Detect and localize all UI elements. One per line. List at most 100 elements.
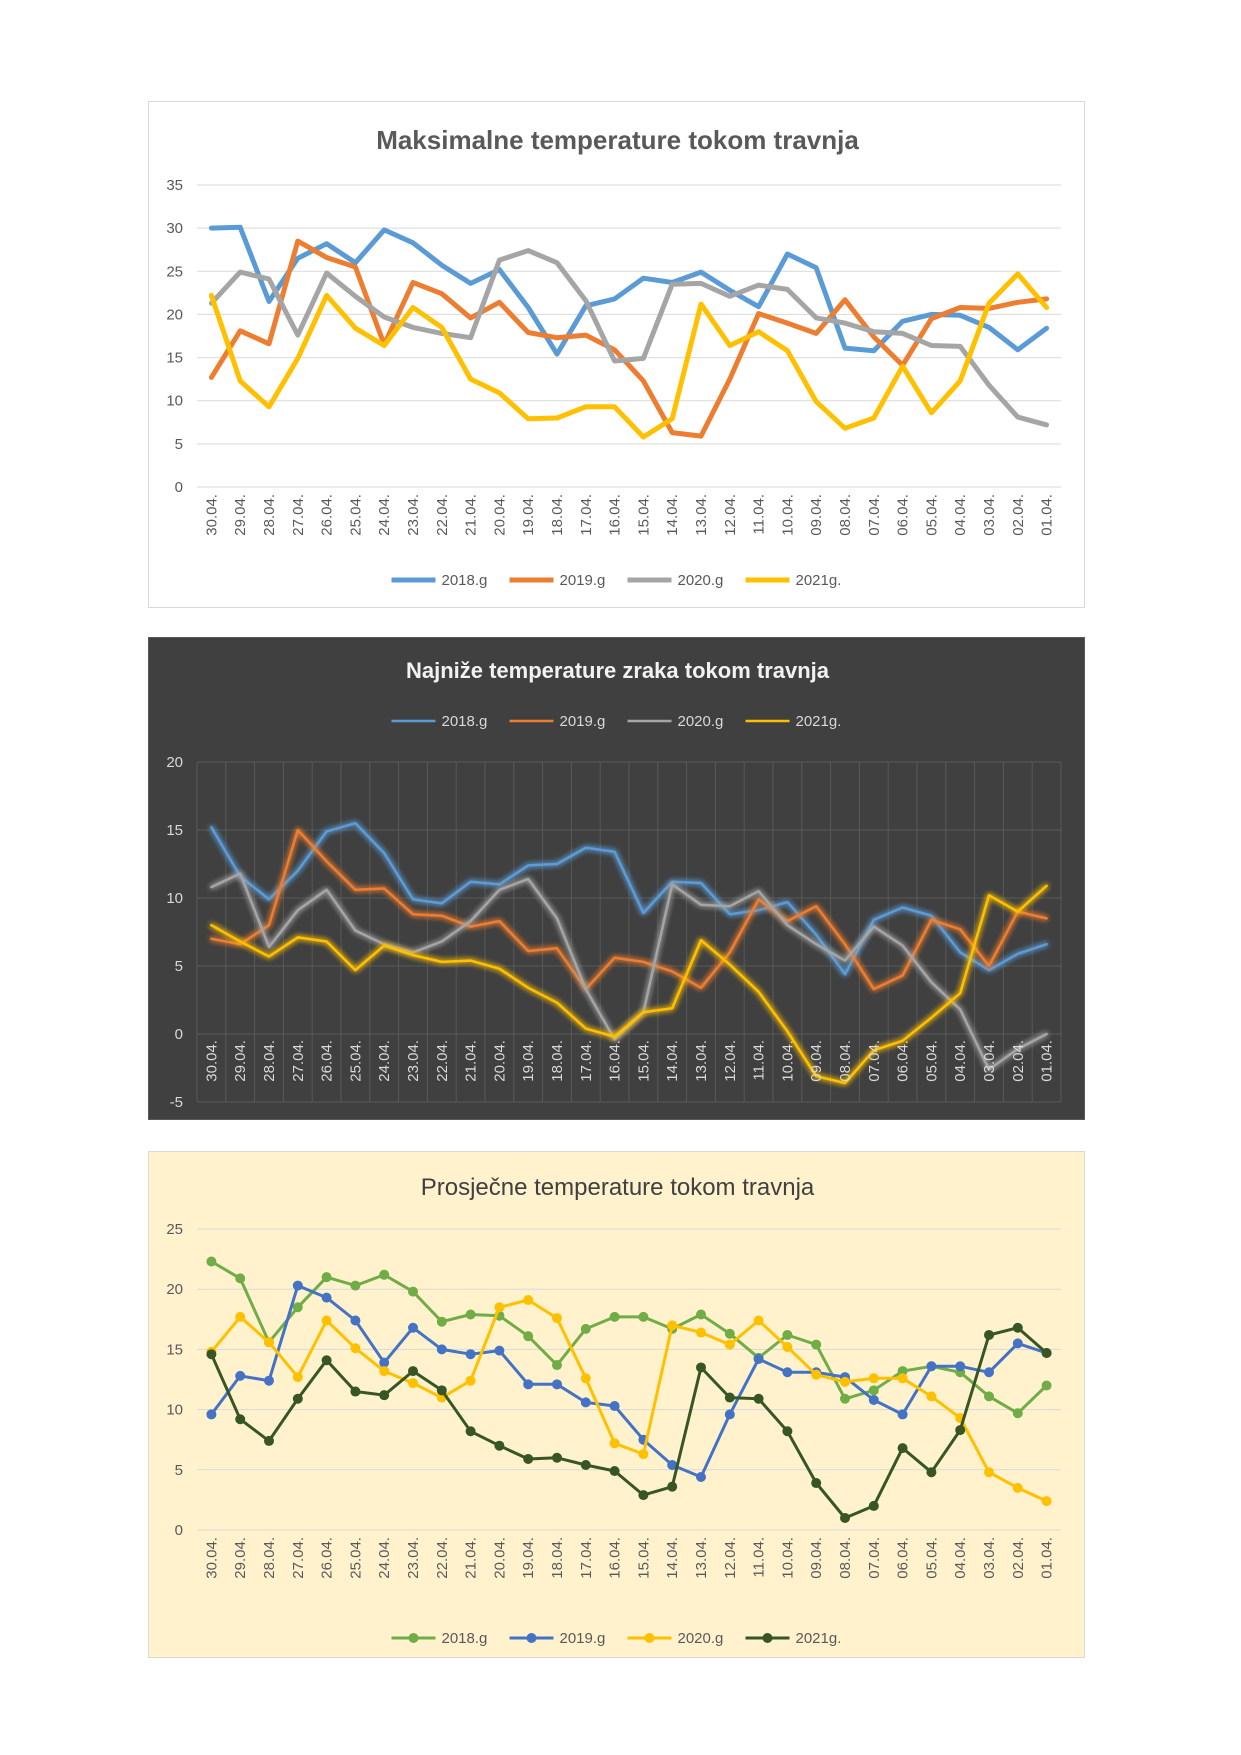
chart-title: Prosječne temperature tokom travnja xyxy=(421,1174,815,1201)
legend-item: 2019.g xyxy=(509,713,605,730)
data-point xyxy=(494,1440,505,1451)
y-tick-label: 0 xyxy=(175,1522,183,1539)
data-point xyxy=(321,1315,332,1326)
x-tick-label: 10.04. xyxy=(779,494,796,536)
legend-item: 2019.g xyxy=(509,1630,605,1647)
data-point xyxy=(840,1376,850,1387)
data-point xyxy=(206,1349,217,1360)
legend-item: 2019.g xyxy=(509,572,605,589)
data-point xyxy=(552,1452,562,1463)
data-point xyxy=(638,1311,649,1322)
data-point xyxy=(408,1286,418,1297)
x-tick-label: 17.04. xyxy=(578,1040,595,1082)
y-tick-label: 5 xyxy=(175,958,183,975)
average-temperature-svg: Prosječne temperature tokom travnja 0 5 10 1… xyxy=(166,1174,1061,1647)
x-tick-label: 26.04. xyxy=(319,1537,336,1579)
legend-label: 2018.g xyxy=(442,713,488,730)
x-tick-label: 04.04. xyxy=(952,494,969,536)
data-point xyxy=(753,1315,764,1326)
data-point xyxy=(955,1361,966,1372)
legend-item: 2018.g xyxy=(391,572,488,589)
x-tick-label: 24.04. xyxy=(376,1040,393,1082)
legend-item: 2018.g xyxy=(391,713,488,730)
x-tick-label: 05.04. xyxy=(923,1040,940,1082)
data-point xyxy=(638,1449,649,1460)
data-point xyxy=(609,1311,620,1322)
data-point xyxy=(465,1426,476,1437)
data-point xyxy=(696,1327,706,1338)
x-tick-label: 13.04. xyxy=(693,1040,710,1082)
legend-label: 2018.g xyxy=(442,572,488,589)
x-tick-label: 18.04. xyxy=(549,1040,566,1082)
data-point xyxy=(984,1329,994,1340)
legend-item: 2020.g xyxy=(627,713,724,730)
x-tick-label: 20.04. xyxy=(491,494,508,536)
data-point xyxy=(984,1391,994,1402)
legend-item: 2020.g xyxy=(627,572,723,589)
legend-item: 2021g. xyxy=(745,713,841,730)
x-tick-label: 12.04. xyxy=(722,1040,739,1082)
data-point xyxy=(350,1280,361,1291)
x-tick-label: 06.04. xyxy=(895,1537,912,1579)
x-tick-label: 17.04. xyxy=(578,1537,595,1579)
x-tick-label: 16.04. xyxy=(607,494,624,536)
data-point xyxy=(926,1391,937,1402)
y-tick-label: 0 xyxy=(175,479,183,496)
data-point xyxy=(408,1322,418,1333)
data-point xyxy=(696,1309,706,1320)
x-tick-label: 22.04. xyxy=(434,1537,451,1579)
y-tick-label: 20 xyxy=(166,1281,183,1298)
x-tick-label: 02.04. xyxy=(1010,1537,1027,1579)
legend-label: 2020.g xyxy=(678,713,724,730)
average-temperature-chart: Prosječne temperature tokom travnja 0 5 10 1… xyxy=(148,1151,1085,1658)
data-point xyxy=(984,1467,994,1478)
data-point xyxy=(436,1344,447,1355)
max-temperature-svg: Maksimalne temperature tokom travnja 0 5 10… xyxy=(166,125,1061,589)
y-tick-label: 35 xyxy=(166,177,183,194)
data-point xyxy=(782,1341,793,1352)
legend-marker xyxy=(408,1633,419,1643)
chart-title: Maksimalne temperature tokom travnja xyxy=(376,125,859,155)
x-tick-label: 05.04. xyxy=(923,1537,940,1579)
x-tick-label: 11.04. xyxy=(751,1040,768,1081)
data-point xyxy=(868,1394,879,1405)
y-tick-label: 10 xyxy=(166,1402,183,1419)
data-point xyxy=(523,1331,534,1342)
data-point xyxy=(1041,1380,1052,1391)
x-tick-label: 03.04. xyxy=(981,1040,998,1082)
data-point xyxy=(465,1309,476,1320)
data-point xyxy=(897,1366,908,1377)
data-point xyxy=(724,1339,735,1350)
legend-marker xyxy=(644,1633,655,1643)
data-point xyxy=(264,1375,274,1386)
series-line-2019g xyxy=(210,828,1048,991)
legend-label: 2021g. xyxy=(796,572,842,589)
data-point xyxy=(235,1311,246,1322)
x-tick-label: 12.04. xyxy=(722,1537,739,1579)
data-point xyxy=(379,1269,390,1280)
data-point xyxy=(782,1329,793,1340)
y-tick-label: 15 xyxy=(166,350,183,367)
x-tick-label: 14.04. xyxy=(664,494,681,536)
series-line-2018g xyxy=(208,224,1050,357)
data-point xyxy=(609,1466,620,1477)
data-point xyxy=(206,1256,217,1267)
data-point xyxy=(1041,1348,1052,1359)
x-tick-label: 07.04. xyxy=(866,494,883,536)
data-point xyxy=(897,1373,908,1384)
data-point xyxy=(840,1393,850,1404)
x-tick-label: 01.04. xyxy=(1039,1537,1056,1579)
x-tick-label: 20.04. xyxy=(491,1537,508,1579)
x-tick-label: 25.04. xyxy=(347,1040,364,1082)
data-point xyxy=(292,1280,303,1291)
data-point xyxy=(811,1369,822,1380)
data-point xyxy=(667,1459,678,1470)
data-point xyxy=(638,1490,649,1501)
data-point xyxy=(984,1367,994,1378)
data-point xyxy=(523,1453,534,1464)
data-point xyxy=(667,1320,678,1331)
data-point xyxy=(753,1393,764,1404)
chart-title: Najniže temperature zraka tokom travnja xyxy=(406,658,830,683)
x-tick-label: 24.04. xyxy=(376,1537,393,1579)
x-tick-label: 23.04. xyxy=(405,1537,422,1579)
